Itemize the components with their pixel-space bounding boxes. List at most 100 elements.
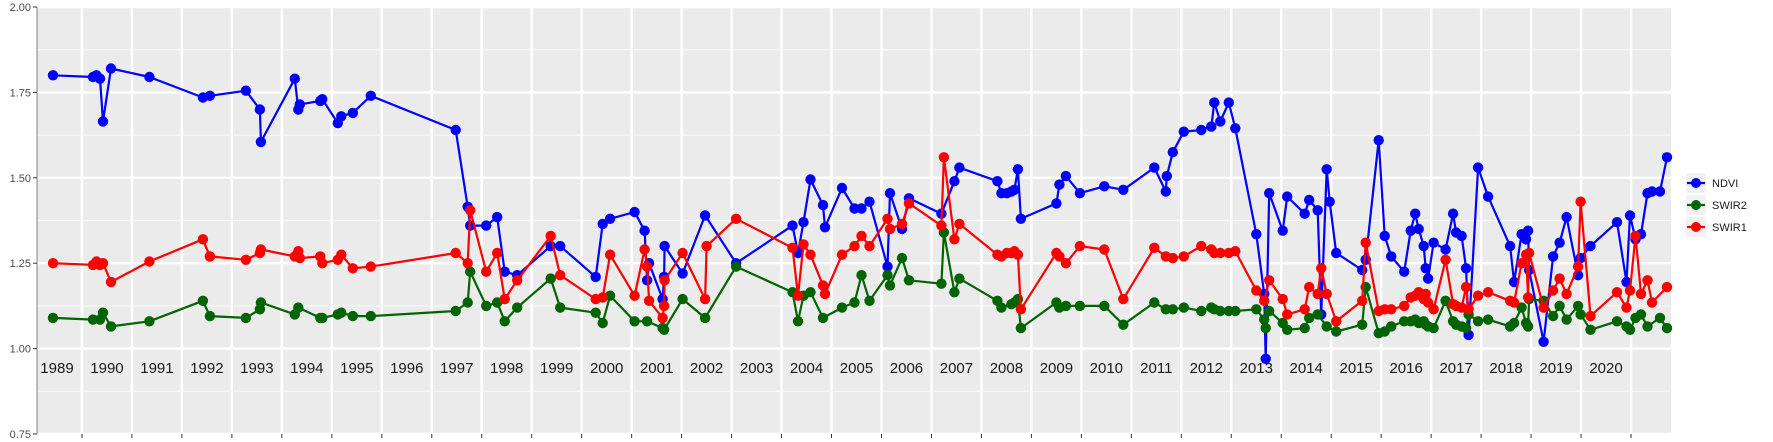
data-point [1060,258,1072,269]
year-label: 2002 [690,360,723,377]
data-point [590,271,601,283]
data-point [97,116,109,127]
data-point [1456,230,1467,242]
data-point [492,247,503,259]
data-point [1428,304,1439,315]
year-label: 2020 [1589,360,1622,377]
data-point [597,317,608,329]
data-point [197,295,209,306]
data-point [1324,196,1335,207]
data-point [1386,304,1397,315]
data-point [1178,302,1190,313]
data-point [1585,240,1596,252]
year-label: 1990 [90,360,123,377]
year-label: 2006 [890,360,923,377]
data-point [954,273,965,284]
data-point [1630,230,1641,242]
data-point [1554,300,1565,312]
data-point [1482,191,1494,202]
data-point [1304,312,1315,324]
data-point [1209,97,1220,108]
data-point [1215,305,1226,317]
data-point [465,266,476,277]
data-point [1654,186,1666,197]
legend-label: SWIR1 [1712,222,1747,234]
year-label: 2017 [1439,360,1472,377]
data-point [1015,213,1027,224]
data-point [787,220,798,231]
year-label: 1999 [540,360,573,377]
data-point [1215,247,1226,259]
year-label: 1994 [290,360,323,377]
data-point [1282,191,1293,202]
data-point [1196,240,1207,252]
data-point [240,85,252,96]
data-point [730,213,742,224]
data-point [492,211,503,223]
legend-label: SWIR2 [1712,200,1747,212]
data-point [1074,300,1086,312]
data-point [481,300,492,312]
data-point [1160,186,1172,197]
data-point [699,293,711,305]
data-point [949,287,960,298]
data-point [1299,208,1310,219]
year-label: 2004 [790,360,823,377]
data-point [1472,316,1484,327]
data-point [677,268,688,279]
data-point [144,256,155,267]
data-point [1230,246,1241,257]
data-point [798,217,809,228]
data-point [1621,276,1632,288]
data-point [836,302,848,313]
data-point [1304,281,1315,293]
data-point [805,174,816,185]
y-tick-label: 1.75 [10,87,31,99]
data-point [255,297,267,308]
data-point [289,73,300,84]
legend-item-swir1: SWIR1 [1686,217,1747,237]
data-point [255,244,267,255]
data-point [462,258,473,269]
data-point [204,90,216,102]
data-point [1321,288,1332,300]
data-point [1508,297,1520,308]
year-label: 2003 [740,360,773,377]
data-point [1312,205,1323,216]
data-point [1099,300,1110,312]
year-label: 2009 [1040,360,1073,377]
data-point [792,290,804,301]
data-point [1428,237,1439,248]
data-point [1230,305,1241,317]
data-point [1299,322,1310,334]
data-point [1504,240,1516,252]
data-point [1447,208,1459,219]
data-point [1386,251,1397,262]
legend: NDVI SWIR2 SWIR1 [1686,173,1747,237]
data-point [481,220,492,231]
data-point [1331,316,1342,327]
data-point [1357,264,1368,276]
year-label: 2019 [1539,360,1572,377]
data-point [629,316,640,327]
data-point [1646,186,1658,197]
year-label: 2010 [1090,360,1123,377]
data-point [1520,234,1532,245]
data-point [47,258,59,269]
data-point [819,222,831,233]
data-point [255,136,267,148]
data-point [317,94,328,105]
year-label: 2013 [1240,360,1273,377]
data-point [499,293,510,305]
data-point [1635,288,1647,300]
data-point [1538,302,1549,313]
data-point [555,240,566,252]
data-point [1277,225,1288,236]
data-point [1331,247,1342,259]
data-point [1516,258,1527,269]
data-point [1482,314,1494,325]
data-point [1611,217,1623,228]
y-tick-label: 1.00 [10,344,31,356]
data-point [365,90,376,102]
data-point [1611,287,1623,298]
